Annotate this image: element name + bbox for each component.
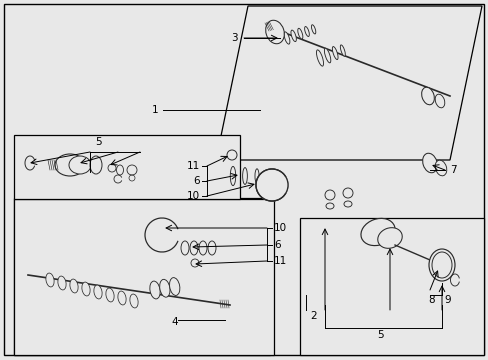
Ellipse shape bbox=[190, 241, 198, 255]
Ellipse shape bbox=[265, 20, 284, 44]
Ellipse shape bbox=[106, 288, 114, 302]
Ellipse shape bbox=[332, 46, 337, 59]
Ellipse shape bbox=[181, 241, 189, 255]
Ellipse shape bbox=[340, 45, 345, 56]
Ellipse shape bbox=[242, 168, 247, 184]
Ellipse shape bbox=[431, 252, 451, 278]
Text: 7: 7 bbox=[449, 165, 456, 175]
Ellipse shape bbox=[118, 291, 126, 305]
Ellipse shape bbox=[58, 276, 66, 290]
Text: 11: 11 bbox=[273, 256, 286, 266]
Polygon shape bbox=[216, 6, 481, 160]
Text: 10: 10 bbox=[273, 223, 286, 233]
Ellipse shape bbox=[284, 32, 289, 44]
Ellipse shape bbox=[207, 241, 216, 255]
Polygon shape bbox=[4, 4, 483, 355]
Ellipse shape bbox=[290, 30, 296, 41]
Text: 10: 10 bbox=[186, 191, 200, 201]
Polygon shape bbox=[14, 135, 240, 199]
Ellipse shape bbox=[169, 278, 180, 296]
Text: 11: 11 bbox=[186, 161, 200, 171]
Ellipse shape bbox=[377, 228, 402, 248]
Ellipse shape bbox=[343, 201, 351, 207]
Polygon shape bbox=[14, 199, 273, 355]
Ellipse shape bbox=[428, 249, 454, 281]
Ellipse shape bbox=[257, 170, 286, 200]
Ellipse shape bbox=[304, 27, 309, 36]
Ellipse shape bbox=[421, 87, 433, 105]
Ellipse shape bbox=[267, 170, 270, 182]
Text: 2: 2 bbox=[309, 311, 316, 321]
Ellipse shape bbox=[69, 156, 91, 174]
Ellipse shape bbox=[199, 241, 206, 255]
Ellipse shape bbox=[360, 219, 394, 246]
Polygon shape bbox=[299, 218, 483, 355]
Text: 5: 5 bbox=[95, 137, 101, 147]
Text: 9: 9 bbox=[444, 295, 450, 305]
Ellipse shape bbox=[116, 165, 123, 175]
Text: 3: 3 bbox=[231, 33, 238, 43]
Ellipse shape bbox=[149, 281, 160, 299]
Text: 1: 1 bbox=[151, 105, 158, 115]
Ellipse shape bbox=[422, 153, 436, 173]
Polygon shape bbox=[14, 198, 269, 355]
Ellipse shape bbox=[55, 154, 85, 176]
Text: 4: 4 bbox=[171, 317, 178, 327]
Ellipse shape bbox=[325, 203, 333, 209]
Ellipse shape bbox=[254, 169, 259, 183]
Ellipse shape bbox=[324, 48, 330, 63]
Ellipse shape bbox=[297, 28, 302, 39]
Ellipse shape bbox=[46, 273, 54, 287]
Ellipse shape bbox=[316, 50, 323, 66]
Text: 6: 6 bbox=[273, 240, 280, 250]
Ellipse shape bbox=[230, 166, 235, 186]
Text: 6: 6 bbox=[193, 176, 200, 186]
Ellipse shape bbox=[434, 94, 444, 108]
Ellipse shape bbox=[81, 282, 90, 296]
Ellipse shape bbox=[130, 294, 138, 308]
Ellipse shape bbox=[94, 285, 102, 299]
Ellipse shape bbox=[160, 279, 170, 297]
Ellipse shape bbox=[434, 160, 446, 176]
Text: 8: 8 bbox=[428, 295, 434, 305]
Ellipse shape bbox=[70, 279, 78, 293]
Text: 5: 5 bbox=[376, 330, 383, 340]
Ellipse shape bbox=[90, 156, 102, 174]
Ellipse shape bbox=[311, 25, 315, 34]
